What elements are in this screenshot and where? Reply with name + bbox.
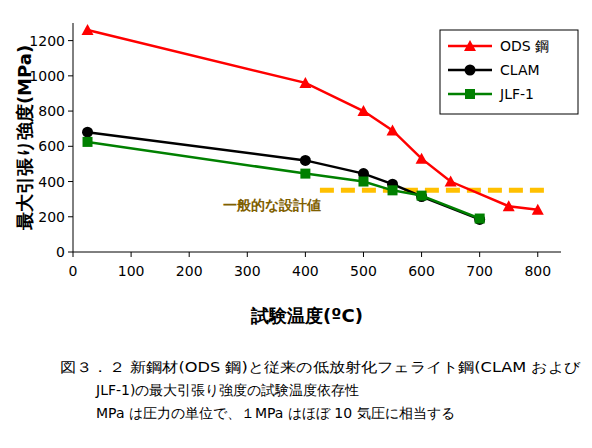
y-axis <box>73 23 74 252</box>
legend-label: JLF-1 <box>499 86 534 102</box>
x-tick <box>73 252 74 257</box>
y-tick <box>68 216 73 217</box>
x-tick <box>479 252 480 257</box>
x-axis-label: 試験温度(ºC) <box>250 305 363 326</box>
x-tick-label: 200 <box>176 263 203 279</box>
x-tick-label: 100 <box>118 263 145 279</box>
data-point <box>300 155 311 166</box>
data-point <box>475 214 485 224</box>
legend-label: ODS 鋼 <box>500 38 549 54</box>
chart: 0200400600800100012000100200300400500600… <box>0 0 592 448</box>
y-tick-label: 0 <box>56 244 65 260</box>
y-tick-label: 600 <box>38 138 65 154</box>
y-tick-label: 400 <box>38 174 65 190</box>
x-tick <box>305 252 306 257</box>
y-tick <box>68 75 73 76</box>
y-tick-label: 200 <box>38 209 65 225</box>
data-point <box>416 153 428 164</box>
data-point <box>82 127 93 138</box>
data-point <box>358 177 368 187</box>
x-tick-label: 0 <box>69 263 78 279</box>
y-tick-label: 800 <box>38 103 65 119</box>
series-line <box>88 132 480 219</box>
y-tick <box>68 111 73 112</box>
legend-marker <box>465 89 475 99</box>
legend-label: CLAM <box>500 62 540 78</box>
data-point <box>387 124 399 135</box>
caption-line: 図３．２ 新鋼材(ODS 鋼)と従来の低放射化フェライト鋼(CLAM および <box>60 359 581 375</box>
x-axis <box>73 252 561 253</box>
data-point <box>503 200 515 211</box>
reference-label: 一般的な設計値 <box>223 197 321 213</box>
x-tick-label: 800 <box>524 263 551 279</box>
caption-line: JLF-1)の最大引張り強度の試験温度依存性 <box>95 382 359 398</box>
x-tick <box>537 252 538 257</box>
caption-line: MPa は圧力の単位で、１MPa はほぼ 10 気圧に相当する <box>96 405 455 421</box>
data-point <box>299 77 311 88</box>
x-tick <box>189 252 190 257</box>
x-tick <box>131 252 132 257</box>
data-point <box>474 214 485 225</box>
legend-box <box>440 30 578 114</box>
reference-line <box>320 188 549 193</box>
series-line <box>88 142 480 219</box>
data-point <box>300 169 310 179</box>
y-tick <box>68 252 73 253</box>
y-tick <box>68 146 73 147</box>
x-tick-label: 300 <box>234 263 261 279</box>
y-tick <box>68 181 73 182</box>
x-tick-label: 500 <box>350 263 377 279</box>
legend-marker <box>465 65 476 76</box>
data-point <box>357 105 369 116</box>
data-point <box>416 191 427 202</box>
data-point <box>388 185 398 195</box>
y-axis-label: 最大引張り強度(MPa) <box>14 45 35 231</box>
data-point <box>445 176 457 187</box>
x-tick-label: 400 <box>292 263 319 279</box>
x-tick-label: 600 <box>408 263 435 279</box>
data-point <box>83 137 93 147</box>
x-tick-label: 700 <box>466 263 493 279</box>
x-tick <box>363 252 364 257</box>
legend-marker <box>464 40 476 51</box>
data-point <box>532 204 544 215</box>
y-tick <box>68 40 73 41</box>
data-point <box>82 24 94 35</box>
data-point <box>417 191 427 201</box>
x-tick <box>247 252 248 257</box>
x-tick <box>421 252 422 257</box>
